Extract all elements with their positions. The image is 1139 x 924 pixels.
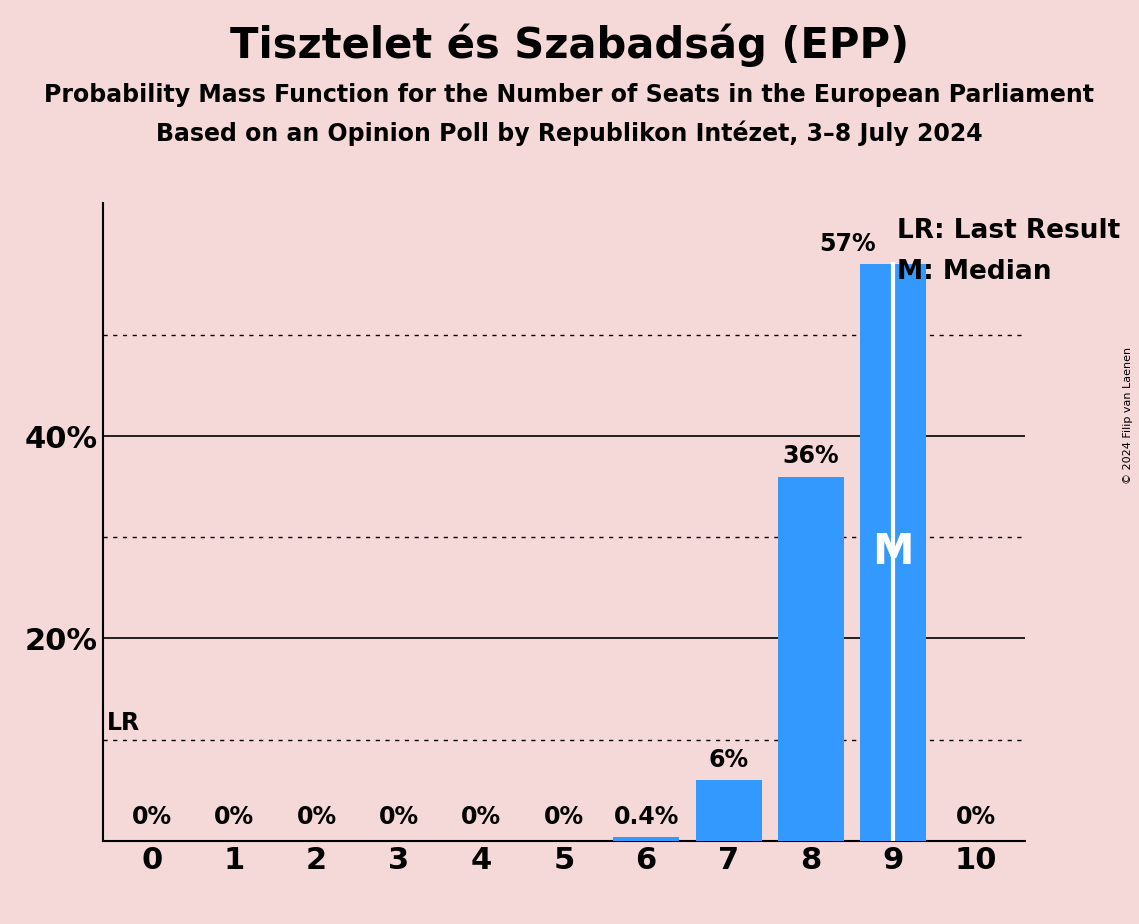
Text: 6%: 6% — [708, 748, 748, 772]
Text: 36%: 36% — [782, 444, 839, 468]
Bar — [860, 264, 926, 841]
Bar — [613, 837, 679, 841]
Text: 0%: 0% — [132, 805, 172, 829]
Text: 0%: 0% — [214, 805, 254, 829]
Text: 0%: 0% — [543, 805, 584, 829]
Text: Tisztelet és Szabadság (EPP): Tisztelet és Szabadság (EPP) — [230, 23, 909, 67]
Text: © 2024 Filip van Laenen: © 2024 Filip van Laenen — [1123, 347, 1133, 484]
Text: 0.4%: 0.4% — [614, 805, 679, 829]
Bar — [696, 780, 762, 841]
Text: LR: Last Result: LR: Last Result — [898, 218, 1121, 245]
Bar — [778, 477, 844, 841]
Text: M: M — [872, 531, 915, 574]
Text: Probability Mass Function for the Number of Seats in the European Parliament: Probability Mass Function for the Number… — [44, 83, 1095, 107]
Text: Based on an Opinion Poll by Republikon Intézet, 3–8 July 2024: Based on an Opinion Poll by Republikon I… — [156, 120, 983, 146]
Text: M: Median: M: Median — [898, 259, 1052, 285]
Text: LR: LR — [107, 711, 140, 735]
Text: 0%: 0% — [461, 805, 501, 829]
Text: 0%: 0% — [296, 805, 337, 829]
Text: 57%: 57% — [820, 232, 876, 256]
Text: 0%: 0% — [379, 805, 419, 829]
Text: 0%: 0% — [956, 805, 995, 829]
